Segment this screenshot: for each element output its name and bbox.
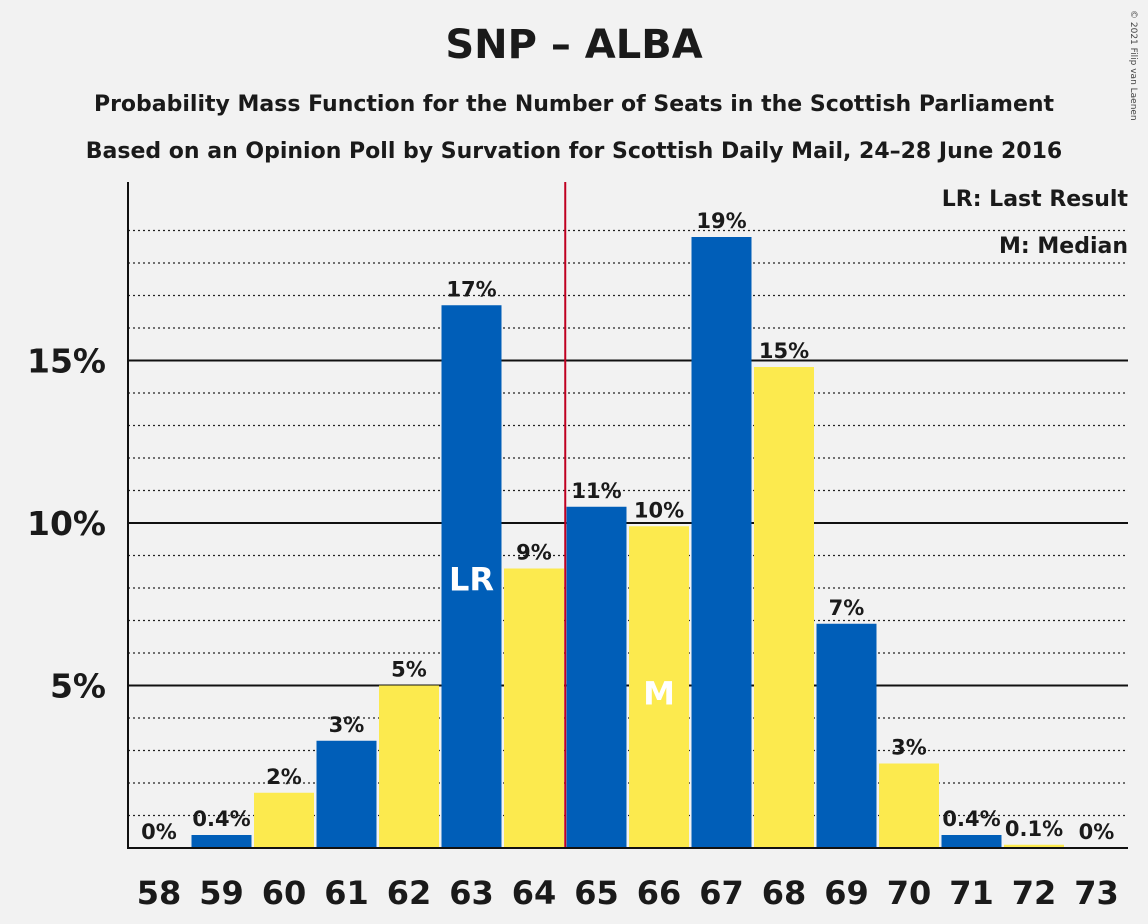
x-tick-label: 59 — [199, 874, 244, 912]
x-tick-label: 62 — [387, 874, 432, 912]
x-tick-label: 63 — [449, 874, 494, 912]
data-label: 0% — [1079, 820, 1115, 844]
y-tick-label: 10% — [27, 504, 106, 543]
bar-68 — [754, 367, 814, 848]
chart-title: SNP – ALBA — [445, 22, 703, 68]
data-label: 3% — [329, 713, 365, 737]
x-tick-label: 67 — [699, 874, 744, 912]
bar-66 — [629, 526, 689, 848]
x-tick-label: 71 — [949, 874, 994, 912]
data-label: 0.4% — [192, 807, 250, 831]
data-label: 0.4% — [942, 807, 1000, 831]
chart-subtitle: Probability Mass Function for the Number… — [93, 92, 1055, 117]
bar-62 — [379, 685, 439, 848]
data-label: 3% — [891, 736, 927, 760]
x-tick-label: 58 — [137, 874, 182, 912]
x-tick-label: 69 — [824, 874, 869, 912]
bar-60 — [254, 792, 314, 848]
bar-64 — [504, 568, 564, 848]
data-label: 0.1% — [1005, 817, 1063, 841]
bar-71 — [941, 835, 1002, 848]
chart-source-note: Based on an Opinion Poll by Survation fo… — [85, 139, 1063, 164]
data-label: 19% — [696, 209, 746, 233]
bar-59 — [191, 835, 252, 848]
legend-last-result: LR: Last Result — [941, 187, 1128, 212]
x-tick-label: 64 — [512, 874, 557, 912]
x-tick-label: 61 — [324, 874, 369, 912]
x-tick-label: 68 — [762, 874, 807, 912]
bar-67 — [691, 237, 752, 848]
x-tick-label: 66 — [637, 874, 682, 912]
x-tick-label: 65 — [574, 874, 619, 912]
legend-median: M: Median — [999, 234, 1128, 259]
data-label: 11% — [571, 479, 621, 503]
data-label: 0% — [141, 820, 177, 844]
data-label: 7% — [829, 596, 865, 620]
data-label: 5% — [391, 658, 427, 682]
median-marker: M — [643, 674, 675, 712]
data-label: 15% — [759, 339, 809, 363]
x-tick-label: 70 — [887, 874, 932, 912]
bar-63 — [441, 305, 502, 848]
bar-70 — [879, 763, 939, 848]
x-tick-label: 72 — [1012, 874, 1057, 912]
data-label: 2% — [266, 765, 302, 789]
y-tick-label: 5% — [50, 667, 106, 706]
last-result-marker: LR — [449, 560, 494, 598]
data-label: 17% — [446, 277, 496, 301]
x-tick-label: 73 — [1074, 874, 1119, 912]
bar-69 — [816, 623, 877, 848]
bar-61 — [316, 740, 377, 848]
bar-72 — [1004, 844, 1064, 848]
bar-65 — [566, 506, 627, 848]
data-label: 9% — [516, 541, 552, 565]
y-tick-label: 15% — [27, 342, 106, 381]
x-tick-label: 60 — [262, 874, 307, 912]
data-label: 10% — [634, 498, 684, 522]
